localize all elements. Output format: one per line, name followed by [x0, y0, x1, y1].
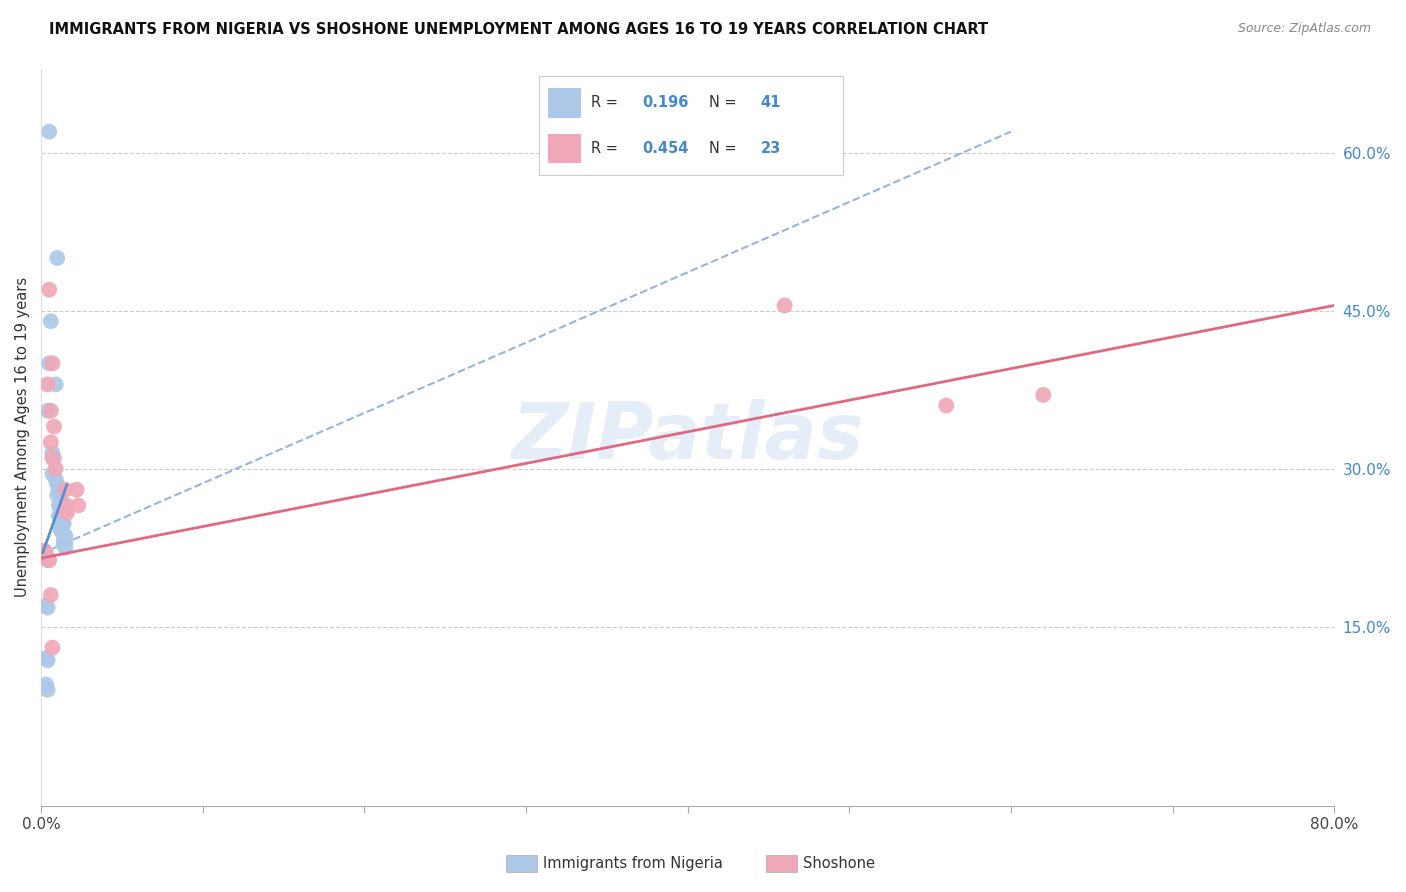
- Point: [41, 467, 63, 481]
- Point: [45, 377, 67, 392]
- Point: [42, 451, 65, 466]
- Point: [41, 640, 63, 655]
- Point: [45, 472, 67, 486]
- Point: [35, 677, 58, 691]
- Point: [35, 546, 58, 560]
- Text: Shoshone: Shoshone: [803, 856, 875, 871]
- Point: [48, 499, 70, 513]
- Point: [41, 451, 63, 466]
- Point: [56, 506, 79, 520]
- Point: [42, 419, 65, 434]
- Point: [38, 125, 60, 139]
- Point: [51, 524, 73, 539]
- Point: [39, 588, 62, 602]
- Text: ZIPatlas: ZIPatlas: [512, 399, 863, 475]
- Point: [52, 516, 75, 531]
- Point: [49, 493, 72, 508]
- Point: [38, 283, 60, 297]
- Point: [34, 543, 56, 558]
- Point: [35, 599, 58, 613]
- Point: [52, 533, 75, 548]
- Point: [1032, 388, 1054, 402]
- Point: [38, 553, 60, 567]
- Point: [46, 251, 69, 265]
- Point: [39, 435, 62, 450]
- Point: [51, 504, 73, 518]
- Point: [37, 551, 59, 566]
- Point: [38, 356, 60, 370]
- Point: [45, 461, 67, 475]
- Point: [48, 483, 70, 497]
- Point: [37, 553, 59, 567]
- Point: [34, 548, 56, 562]
- Point: [49, 512, 72, 526]
- Point: [52, 537, 75, 551]
- Point: [49, 523, 72, 537]
- Point: [56, 499, 79, 513]
- Point: [37, 653, 59, 667]
- Text: Immigrants from Nigeria: Immigrants from Nigeria: [543, 856, 723, 871]
- Point: [37, 403, 59, 417]
- Point: [49, 501, 72, 516]
- Point: [53, 535, 76, 549]
- Point: [35, 651, 58, 665]
- Point: [935, 399, 957, 413]
- Point: [37, 377, 59, 392]
- Point: [39, 403, 62, 417]
- Point: [53, 483, 76, 497]
- Point: [66, 483, 89, 497]
- Point: [46, 488, 69, 502]
- Point: [35, 548, 58, 562]
- Point: [37, 682, 59, 697]
- Y-axis label: Unemployment Among Ages 16 to 19 years: Unemployment Among Ages 16 to 19 years: [15, 277, 30, 597]
- Point: [67, 499, 90, 513]
- Point: [34, 543, 56, 558]
- Point: [48, 509, 70, 524]
- Text: IMMIGRANTS FROM NIGERIA VS SHOSHONE UNEMPLOYMENT AMONG AGES 16 TO 19 YEARS CORRE: IMMIGRANTS FROM NIGERIA VS SHOSHONE UNEM…: [49, 22, 988, 37]
- Point: [53, 504, 76, 518]
- Point: [41, 356, 63, 370]
- Point: [53, 541, 76, 555]
- Point: [37, 600, 59, 615]
- Point: [46, 477, 69, 491]
- Point: [773, 298, 796, 312]
- Point: [52, 527, 75, 541]
- Point: [41, 446, 63, 460]
- Text: Source: ZipAtlas.com: Source: ZipAtlas.com: [1237, 22, 1371, 36]
- Point: [35, 551, 58, 566]
- Point: [51, 519, 73, 533]
- Point: [53, 529, 76, 543]
- Point: [39, 314, 62, 328]
- Point: [51, 514, 73, 528]
